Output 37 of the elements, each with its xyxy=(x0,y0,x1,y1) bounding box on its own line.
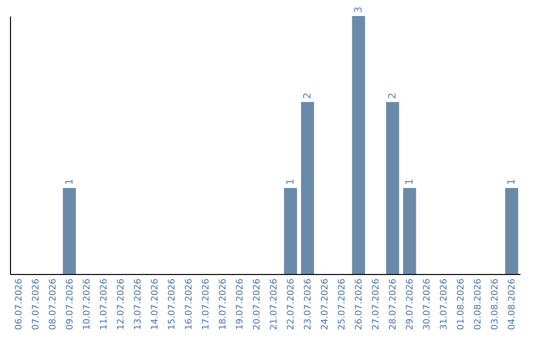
x-tick-label: 19.07.2026 xyxy=(235,278,246,330)
x-tick-label: 12.07.2026 xyxy=(116,278,126,330)
data-label: 3 xyxy=(354,6,365,13)
x-tick-label: 27.07.2026 xyxy=(372,278,382,330)
x-tick-label: 09.07.2026 xyxy=(65,278,76,330)
x-tick-label: 30.07.2026 xyxy=(422,278,433,330)
x-tick-label: 13.07.2026 xyxy=(133,278,144,330)
data-label: 1 xyxy=(286,178,297,185)
x-tick-label: 24.07.2026 xyxy=(320,278,331,330)
data-label: 1 xyxy=(506,178,518,185)
x-tick-label: 17.07.2026 xyxy=(201,278,212,330)
x-tick-label: 22.07.2026 xyxy=(286,278,297,330)
x-tick-label: 08.07.2026 xyxy=(48,278,58,330)
x-tick-label: 23.07.2026 xyxy=(304,278,314,330)
x-tick-label: 26.07.2026 xyxy=(354,278,365,330)
data-label: 1 xyxy=(64,178,76,185)
x-tick-label: 11.07.2026 xyxy=(99,278,110,330)
data-label: 1 xyxy=(404,178,416,185)
x-tick-label: 14.07.2026 xyxy=(150,278,160,330)
x-tick-label: 10.07.2026 xyxy=(82,278,92,330)
x-tick-label: 15.07.2026 xyxy=(167,278,178,330)
data-label: 2 xyxy=(388,92,399,99)
x-tick-label: 28.07.2026 xyxy=(388,278,399,330)
x-tick-label: 02.08.2026 xyxy=(474,278,484,330)
x-tick-label: 03.08.2026 xyxy=(490,278,501,330)
x-tick-label: 07.07.2026 xyxy=(31,278,42,330)
x-tick-label: 20.07.2026 xyxy=(252,278,262,330)
x-tick-label: 29.07.2026 xyxy=(406,278,416,330)
x-tick-label: 06.07.2026 xyxy=(14,278,24,330)
x-tick-label: 16.07.2026 xyxy=(184,278,194,330)
x-tick-label: 25.07.2026 xyxy=(338,278,348,330)
x-tick-label: 04.08.2026 xyxy=(508,278,518,330)
x-tick-label: 18.07.2026 xyxy=(218,278,228,330)
x-tick-label: 31.07.2026 xyxy=(440,278,450,330)
x-tick-label: 21.07.2026 xyxy=(270,278,280,330)
x-tick-label: 01.08.2026 xyxy=(456,278,467,330)
data-label: 2 xyxy=(302,92,314,99)
